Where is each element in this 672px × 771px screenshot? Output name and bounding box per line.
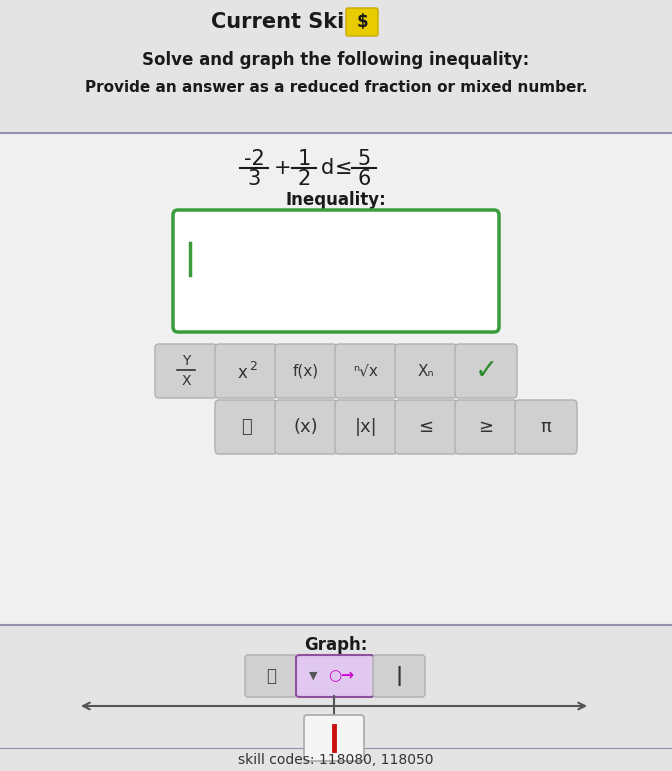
- FancyBboxPatch shape: [373, 655, 425, 697]
- Text: 2: 2: [249, 359, 257, 372]
- Text: Y: Y: [182, 354, 190, 368]
- FancyBboxPatch shape: [335, 344, 397, 398]
- Text: 🗑: 🗑: [241, 418, 251, 436]
- FancyBboxPatch shape: [215, 400, 277, 454]
- FancyBboxPatch shape: [395, 400, 457, 454]
- Text: 5: 5: [358, 149, 371, 169]
- Text: 3: 3: [247, 169, 261, 189]
- FancyBboxPatch shape: [215, 344, 277, 398]
- Text: ▼: ▼: [308, 671, 317, 681]
- FancyBboxPatch shape: [455, 344, 517, 398]
- Text: skill codes: 118080, 118050: skill codes: 118080, 118050: [239, 753, 433, 767]
- FancyBboxPatch shape: [304, 715, 364, 761]
- Text: ✓: ✓: [474, 357, 498, 385]
- FancyBboxPatch shape: [335, 400, 397, 454]
- Text: -2: -2: [244, 149, 264, 169]
- Text: ≤: ≤: [419, 418, 433, 436]
- Text: Current Skill: Current Skill: [211, 12, 359, 32]
- Text: Inequality:: Inequality:: [286, 191, 386, 209]
- FancyBboxPatch shape: [515, 400, 577, 454]
- Text: ○→: ○→: [328, 668, 354, 684]
- Text: 6: 6: [358, 169, 371, 189]
- Text: Xₙ: Xₙ: [418, 363, 434, 379]
- FancyBboxPatch shape: [245, 655, 297, 697]
- Text: 🗑: 🗑: [266, 667, 276, 685]
- FancyBboxPatch shape: [155, 344, 217, 398]
- Text: x: x: [237, 364, 247, 382]
- Text: Provide an answer as a reduced fraction or mixed number.: Provide an answer as a reduced fraction …: [85, 80, 587, 96]
- Text: X: X: [181, 374, 191, 388]
- FancyBboxPatch shape: [346, 8, 378, 36]
- FancyBboxPatch shape: [275, 344, 337, 398]
- Text: π: π: [541, 418, 551, 436]
- Text: |x|: |x|: [355, 418, 377, 436]
- FancyBboxPatch shape: [395, 344, 457, 398]
- Text: ≥: ≥: [478, 418, 493, 436]
- FancyBboxPatch shape: [0, 0, 672, 133]
- FancyBboxPatch shape: [0, 133, 672, 625]
- Text: Graph:: Graph:: [304, 636, 368, 654]
- FancyBboxPatch shape: [275, 400, 337, 454]
- Text: (x): (x): [294, 418, 319, 436]
- Text: +: +: [274, 158, 292, 178]
- FancyBboxPatch shape: [296, 655, 374, 697]
- Text: |: |: [395, 666, 403, 686]
- Text: ≤: ≤: [335, 158, 353, 178]
- Text: 1: 1: [298, 149, 310, 169]
- Text: ⁿ√x: ⁿ√x: [353, 363, 378, 379]
- Text: $: $: [356, 13, 368, 31]
- Text: Solve and graph the following inequality:: Solve and graph the following inequality…: [142, 51, 530, 69]
- FancyBboxPatch shape: [0, 625, 672, 771]
- Text: f(x): f(x): [293, 363, 319, 379]
- FancyBboxPatch shape: [173, 210, 499, 332]
- FancyBboxPatch shape: [455, 400, 517, 454]
- Text: 2: 2: [298, 169, 310, 189]
- Text: d: d: [321, 158, 335, 178]
